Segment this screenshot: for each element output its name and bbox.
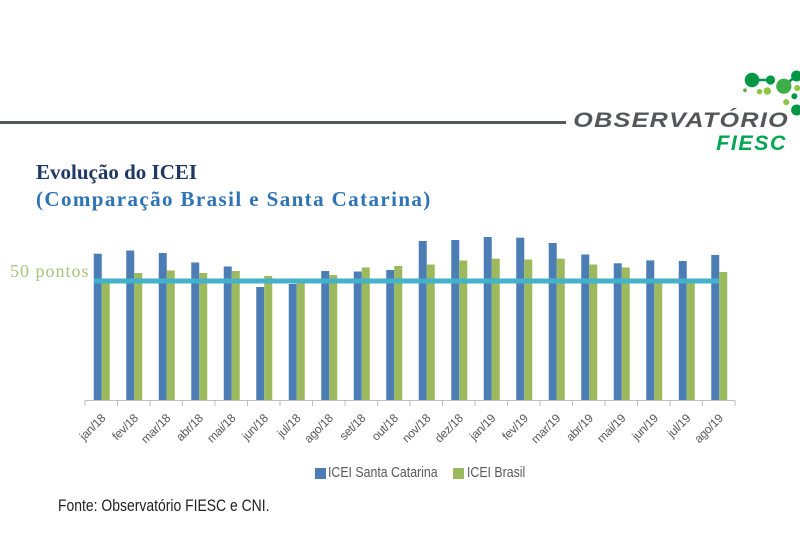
svg-text:mar/18: mar/18 [138,411,173,446]
svg-text:dez/18: dez/18 [432,411,467,446]
svg-text:jul/18: jul/18 [274,411,304,441]
svg-text:mai/18: mai/18 [204,411,239,446]
svg-text:jul/19: jul/19 [664,411,694,441]
svg-text:ago/19: ago/19 [691,411,726,446]
svg-text:jun/19: jun/19 [628,411,661,444]
svg-text:jun/18: jun/18 [238,411,271,444]
svg-text:fev/18: fev/18 [109,411,141,443]
svg-text:abr/19: abr/19 [563,411,596,444]
svg-text:jan/19: jan/19 [466,411,499,444]
svg-text:mai/19: mai/19 [594,411,629,446]
svg-text:jan/18: jan/18 [76,411,109,444]
svg-text:set/18: set/18 [337,411,369,443]
svg-text:ago/18: ago/18 [301,411,336,446]
svg-text:out/18: out/18 [369,411,402,444]
svg-text:mar/19: mar/19 [528,411,563,446]
svg-text:fev/19: fev/19 [499,411,531,443]
svg-text:nov/18: nov/18 [399,411,434,446]
svg-text:abr/18: abr/18 [173,411,206,444]
